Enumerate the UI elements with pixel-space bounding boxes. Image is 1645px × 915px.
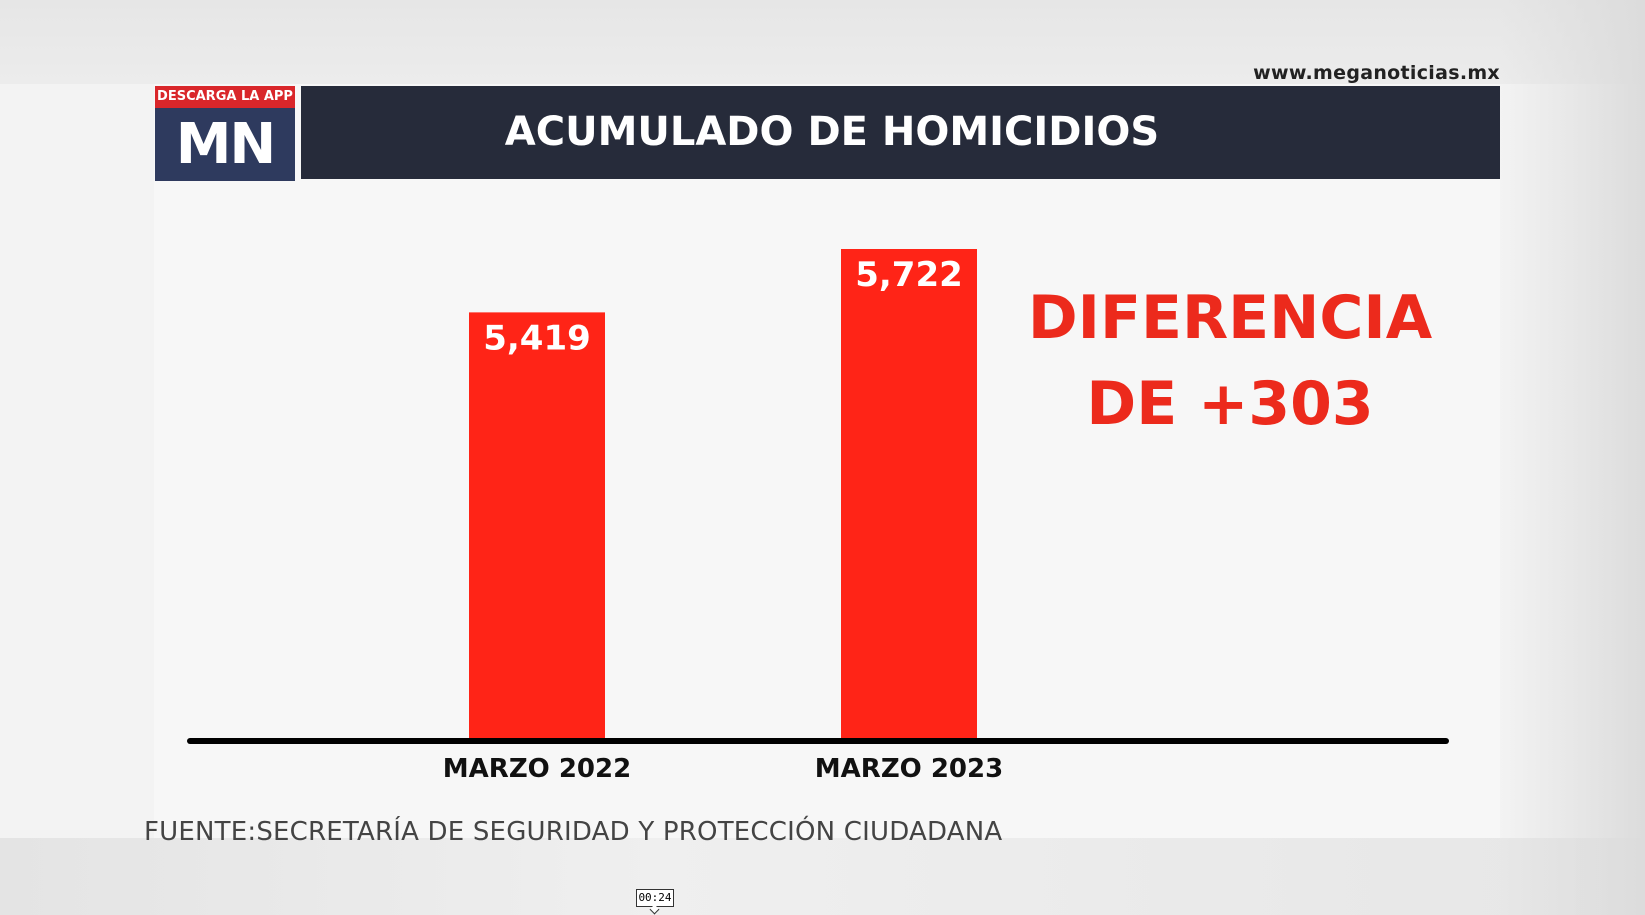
difference-line-2: DE +303: [1086, 369, 1374, 439]
site-url: www.meganoticias.mx: [1253, 62, 1500, 84]
download-app-label: DESCARGA LA APP: [155, 86, 295, 108]
category-label-2: MARZO 2023: [815, 754, 1003, 784]
chart-panel: [154, 84, 1500, 838]
difference-annotation: DIFERENCIA DE +303: [1020, 275, 1440, 447]
bar-value-label-1: 5,419: [483, 318, 591, 358]
logo-text: MN: [175, 112, 277, 177]
mn-logo: DESCARGA LA APP MN: [155, 86, 295, 181]
title-bar: ACUMULADO DE HOMICIDIOS: [301, 86, 1500, 179]
background-right: [1500, 0, 1645, 915]
bar-2: [841, 249, 977, 741]
category-label-1: MARZO 2022: [443, 754, 631, 784]
source-note: FUENTE:SECRETARÍA DE SEGURIDAD Y PROTECC…: [144, 817, 1003, 847]
bar-value-label-2: 5,722: [855, 255, 963, 295]
chart-title: ACUMULADO DE HOMICIDIOS: [504, 109, 1160, 155]
difference-line-1: DIFERENCIA: [1027, 283, 1433, 353]
bar-1: [469, 312, 605, 741]
background-top: [0, 0, 1645, 84]
background-bottom: [0, 838, 1645, 915]
video-timestamp: 00:24: [636, 889, 674, 907]
